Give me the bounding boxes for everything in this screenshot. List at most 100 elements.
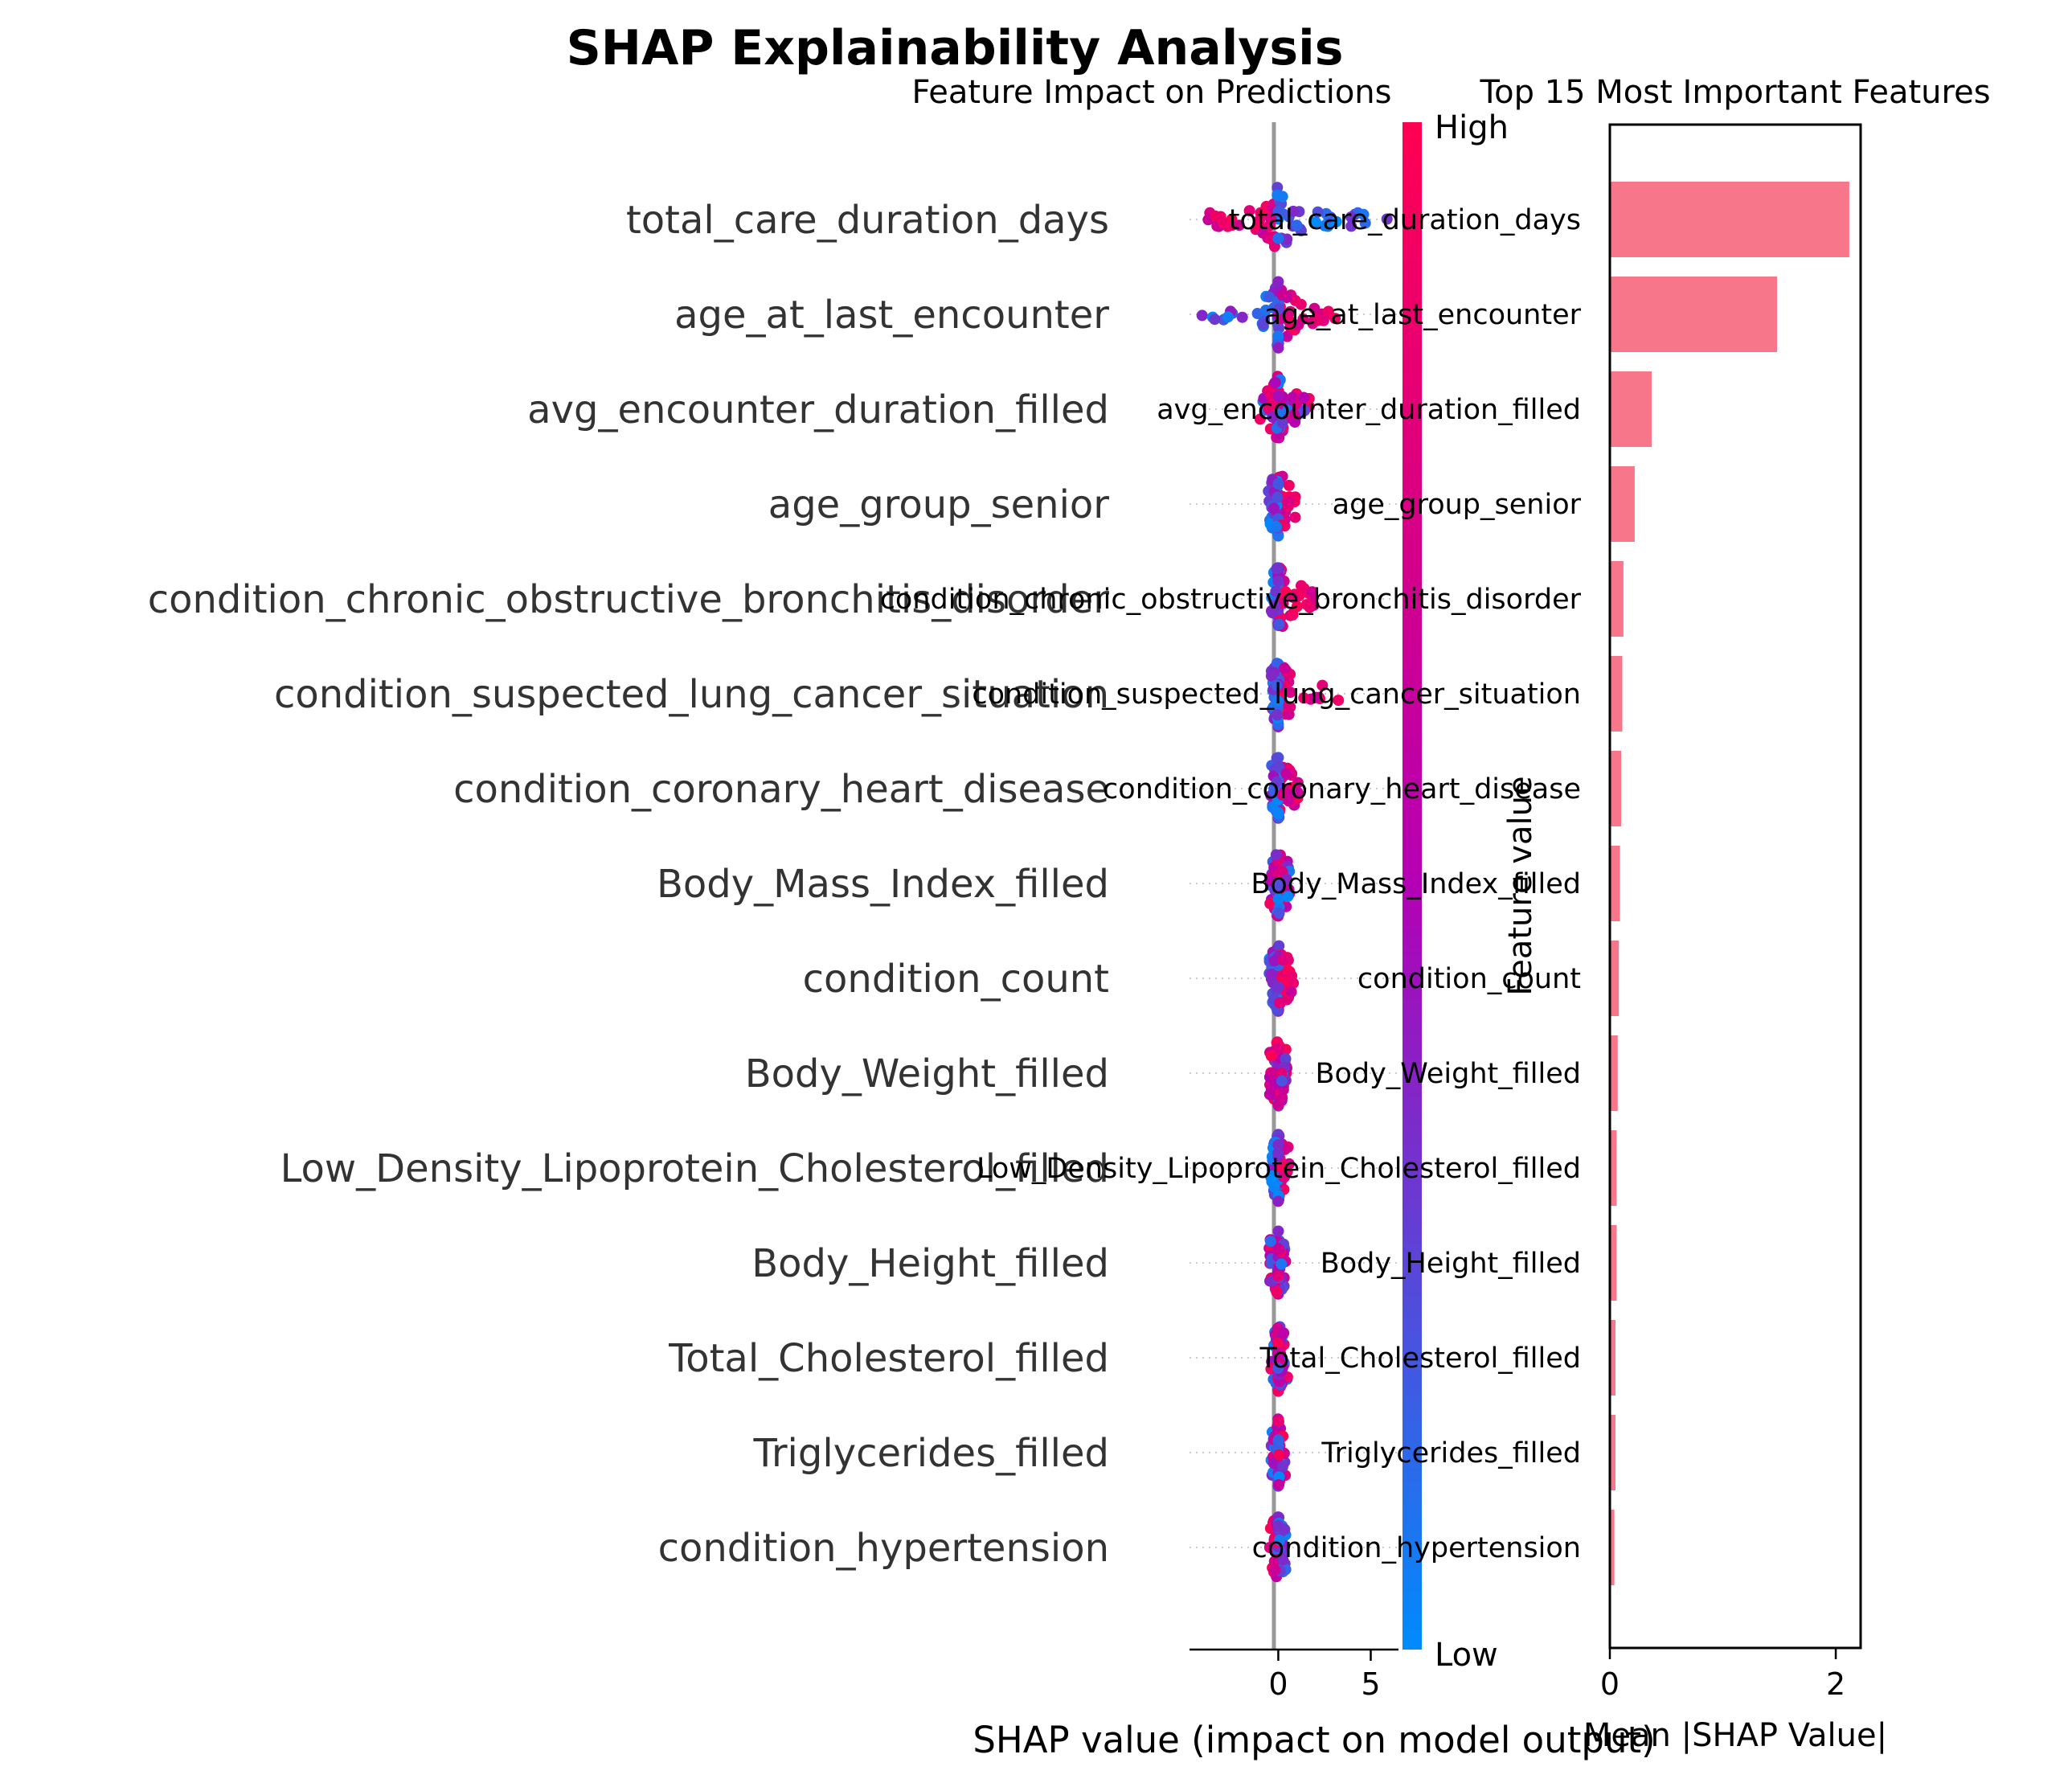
beeswarm-point (1289, 294, 1301, 306)
beeswarm-point (1272, 530, 1284, 542)
bar-panel: total_care_duration_days age_at_last_enco… (880, 123, 1887, 1754)
beeswarm-point (1276, 289, 1288, 301)
beeswarm-point (1243, 205, 1255, 217)
beeswarm-point (1274, 1160, 1286, 1172)
beeswarm-point (1264, 1236, 1276, 1248)
beeswarm-point (1322, 220, 1334, 232)
colorbar-label: Feature value (1502, 776, 1539, 995)
beeswarm-feature-label: Body_Height_filled (751, 1241, 1109, 1286)
beeswarm-point (1196, 309, 1208, 322)
bar-category-label: age_at_last_encounter (1264, 299, 1582, 331)
beeswarm-point (1271, 752, 1283, 764)
bar (1610, 751, 1622, 826)
beeswarm-feature-label: Body_Mass_Index_filled (657, 862, 1109, 907)
bar-tick-label: 2 (1826, 1666, 1845, 1702)
bar-category-label: condition_suspected_lung_cancer_situatio… (972, 678, 1581, 711)
beeswarm-point (1330, 215, 1342, 227)
bar-category-label: Body_Weight_filled (1315, 1058, 1581, 1090)
beeswarm-point (1284, 687, 1296, 699)
beeswarm-point (1222, 311, 1234, 323)
beeswarm-point (1273, 1449, 1285, 1461)
beeswarm-point (1310, 691, 1322, 703)
beeswarm-point (1266, 968, 1278, 980)
beeswarm-point (1345, 211, 1357, 223)
beeswarm-point (1277, 954, 1289, 966)
beeswarm-title: Feature Impact on Predictions (911, 74, 1391, 111)
beeswarm-point (1272, 276, 1284, 288)
beeswarm-point (1282, 891, 1294, 903)
beeswarm-point (1272, 807, 1284, 819)
beeswarm-point (1271, 491, 1284, 503)
beeswarm-point (1299, 404, 1311, 416)
beeswarm-point (1272, 893, 1284, 905)
beeswarm-point (1288, 592, 1300, 604)
beeswarm-point (1265, 213, 1277, 225)
beeswarm-feature-label: age_group_senior (768, 482, 1109, 527)
beeswarm-point (1289, 511, 1301, 523)
beeswarm-point (1306, 586, 1318, 598)
beeswarm-feature-label: total_care_duration_days (626, 198, 1109, 243)
beeswarm-point (1286, 970, 1298, 982)
beeswarm-point (1272, 981, 1284, 993)
beeswarm-point (1271, 1286, 1283, 1297)
beeswarm-point (1316, 679, 1329, 691)
beeswarm-point (1284, 701, 1296, 713)
beeswarm-point (1276, 1092, 1288, 1104)
bar-category-label: Triglycerides_filled (1321, 1437, 1581, 1469)
beeswarm-point (1271, 679, 1283, 691)
beeswarm-point (1298, 391, 1310, 404)
bar (1610, 1415, 1615, 1490)
beeswarm-point (1233, 219, 1245, 232)
beeswarm-feature-label: age_at_last_encounter (674, 293, 1109, 338)
beeswarm-point (1357, 208, 1370, 220)
beeswarm-point (1333, 695, 1345, 707)
beeswarm-point (1284, 305, 1296, 318)
beeswarm-point (1291, 600, 1303, 613)
beeswarm-point (1381, 213, 1393, 225)
beeswarm-point (1275, 313, 1287, 324)
bar-category-label: condition_count (1357, 963, 1581, 995)
bar-marks (1610, 182, 1849, 1585)
beeswarm-feature-label: condition_chronic_obstructive_bronchitis… (148, 577, 1110, 622)
beeswarm-point (1329, 313, 1341, 325)
beeswarm-point (1265, 1050, 1277, 1062)
beeswarm-point (1272, 1147, 1284, 1159)
beeswarm-point (1270, 585, 1282, 597)
beeswarm-point (1292, 787, 1304, 798)
beeswarm-tick-label: 5 (1361, 1666, 1380, 1702)
beeswarm-point (1272, 330, 1284, 342)
beeswarm-feature-label: Low_Density_Lipoprotein_Cholesterol_fill… (280, 1146, 1109, 1191)
beeswarm-point (1272, 205, 1284, 217)
bar-axes-frame (1608, 123, 1862, 1650)
bar-category-label: Total_Cholesterol_filled (1259, 1342, 1581, 1375)
beeswarm-point (1322, 305, 1334, 318)
beeswarm-points (1196, 182, 1393, 1583)
beeswarm-point (1271, 776, 1283, 788)
beeswarm-point (1267, 1068, 1280, 1080)
beeswarm-point (1209, 314, 1221, 326)
beeswarm-point (1268, 955, 1280, 967)
beeswarm-point (1278, 1170, 1290, 1183)
beeswarm-point (1268, 1556, 1280, 1568)
bar-category-label: Low_Density_Lipoprotein_Cholesterol_fill… (977, 1153, 1581, 1185)
bar (1610, 941, 1620, 1016)
colorbar: High Low Feature value (1402, 109, 1539, 1674)
beeswarm-point (1272, 1362, 1284, 1374)
beeswarm-point (1287, 609, 1299, 621)
beeswarm-point (1276, 1258, 1288, 1270)
beeswarm-feature-label: condition_count (803, 957, 1109, 1002)
beeswarm-feature-label: Body_Weight_filled (745, 1051, 1109, 1096)
beeswarm-point (1276, 191, 1288, 203)
beeswarm-point (1279, 662, 1291, 674)
beeswarm-xlabel: SHAP value (impact on model output) (973, 1719, 1655, 1761)
bar (1610, 277, 1777, 352)
beeswarm-point (1257, 318, 1269, 330)
beeswarm-point (1309, 216, 1321, 228)
beeswarm-feature-label: Triglycerides_filled (753, 1431, 1109, 1476)
bar-title: Top 15 Most Important Features (1479, 74, 1990, 111)
beeswarm-point (1263, 1088, 1276, 1101)
beeswarm-point (1273, 1479, 1285, 1490)
colorbar-high-label: High (1435, 109, 1509, 146)
